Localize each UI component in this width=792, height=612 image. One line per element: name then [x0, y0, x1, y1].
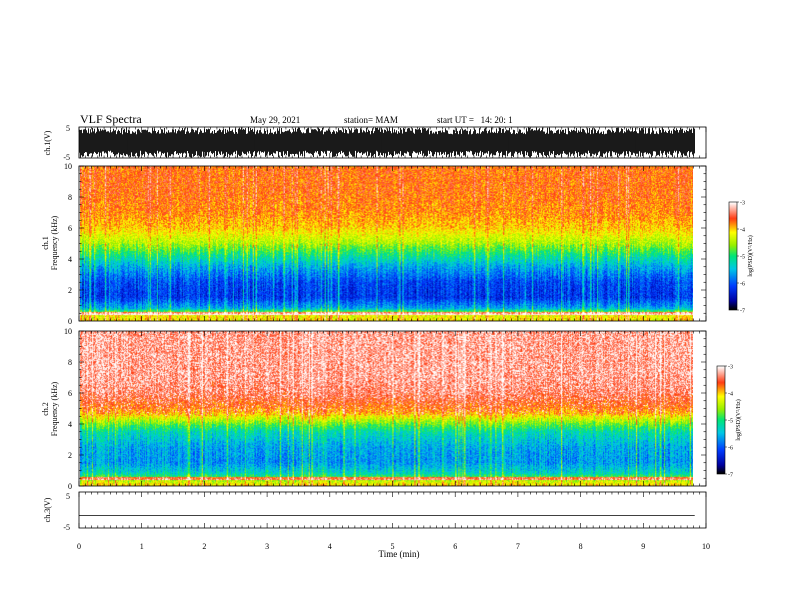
ch3-wave-ytick-top: 5	[66, 492, 70, 501]
ch1-waveform-line	[79, 127, 695, 158]
colorbar-tick-label--7: -7	[728, 473, 733, 479]
ch2-colorbar	[717, 366, 725, 474]
colorbar-tick-label--7: -7	[740, 309, 745, 315]
ch2-spec-ylabel-2: Frequency (kHz)	[50, 381, 59, 436]
ch1-wave-ytick-bottom: -5	[63, 153, 70, 162]
freq-tick-label-0: 0	[68, 482, 72, 491]
ch3-wave-ytick-bottom: -5	[63, 523, 70, 532]
ch3-wave-ylabel: ch.3(V)	[43, 497, 52, 522]
x-tick-label-8: 8	[579, 542, 583, 551]
freq-tick-label-2: 2	[68, 451, 72, 460]
ch2-spec-ylabel-1: ch.2	[41, 402, 50, 416]
header-date: May 29, 2021	[250, 115, 300, 125]
x-tick-label-10: 10	[702, 542, 710, 551]
ch1-colorbar-ticks: -3 -4 -5 -6 -7	[737, 201, 745, 315]
ch1-colorbar	[729, 202, 737, 310]
time-axis-tick-labels: 0 1 2 3 4 5 6 7 8 9 10	[77, 542, 710, 551]
freq-tick-label-10: 10	[64, 162, 72, 171]
x-tick-label-2: 2	[202, 542, 206, 551]
colorbar-tick-label--6: -6	[740, 282, 745, 288]
x-tick-label-7: 7	[516, 542, 520, 551]
freq-tick-label-6: 6	[68, 224, 72, 233]
ch1-spectrogram-image	[79, 166, 693, 321]
freq-tick-label-6: 6	[68, 389, 72, 398]
ch2-spectrogram-image	[79, 331, 693, 486]
ch1-waveform-trace	[79, 127, 695, 158]
freq-tick-label-10: 10	[64, 327, 72, 336]
colorbar-tick-label--4: -4	[728, 392, 733, 398]
header-start: start UT = 14: 20: 1	[437, 115, 513, 125]
x-tick-label-5: 5	[391, 542, 395, 551]
freq-tick-label-8: 8	[68, 193, 72, 202]
x-tick-label-1: 1	[140, 542, 144, 551]
x-tick-label-0: 0	[77, 542, 81, 551]
ch1-waveform-panel: 5 -5 ch.1(V)	[43, 124, 707, 162]
colorbar-tick-label--3: -3	[740, 201, 745, 207]
ch3-waveform-panel: 5 -5 ch.3(V)	[43, 491, 707, 532]
ch1-wave-ytick-top: 5	[66, 124, 70, 133]
freq-tick-label-2: 2	[68, 286, 72, 295]
ch1-spec-ylabel-1: ch.1	[41, 236, 50, 250]
header-station: station= MAM	[344, 115, 398, 125]
x-tick-label-6: 6	[453, 542, 457, 551]
colorbar-tick-label--3: -3	[728, 365, 733, 371]
freq-tick-label-4: 4	[68, 255, 72, 264]
ch2-spectrogram-ticks: 0 2 4 6 8 10	[64, 327, 706, 491]
ch3-waveform-frame	[78, 491, 707, 529]
x-tick-label-4: 4	[328, 542, 332, 551]
colorbar-tick-label--4: -4	[740, 228, 745, 234]
figure-title: VLF Spectra	[80, 112, 142, 126]
ch1-wave-ylabel: ch.1(V)	[43, 130, 52, 155]
ch2-colorbar-ticks: -3 -4 -5 -6 -7	[725, 365, 733, 479]
time-axis-label: Time (min)	[379, 549, 420, 559]
ch1-spec-ylabel-2: Frequency (kHz)	[50, 215, 59, 270]
freq-tick-label-8: 8	[68, 358, 72, 367]
ch2-colorbar-label: log(PSD)(V²/Hz)	[735, 399, 742, 440]
freq-tick-label-4: 4	[68, 420, 72, 429]
colorbar-tick-label--5: -5	[740, 255, 745, 261]
freq-tick-label-0: 0	[68, 317, 72, 326]
ch1-colorbar-label: log(PSD)(V²/Hz)	[747, 235, 754, 276]
x-tick-label-3: 3	[265, 542, 269, 551]
colorbar-tick-label--5: -5	[728, 419, 733, 425]
x-tick-label-9: 9	[641, 542, 645, 551]
colorbar-tick-label--6: -6	[728, 446, 733, 452]
time-axis-ticks	[78, 127, 707, 528]
ch1-spectrogram-ticks: 0 2 4 6 8 10	[64, 162, 706, 326]
